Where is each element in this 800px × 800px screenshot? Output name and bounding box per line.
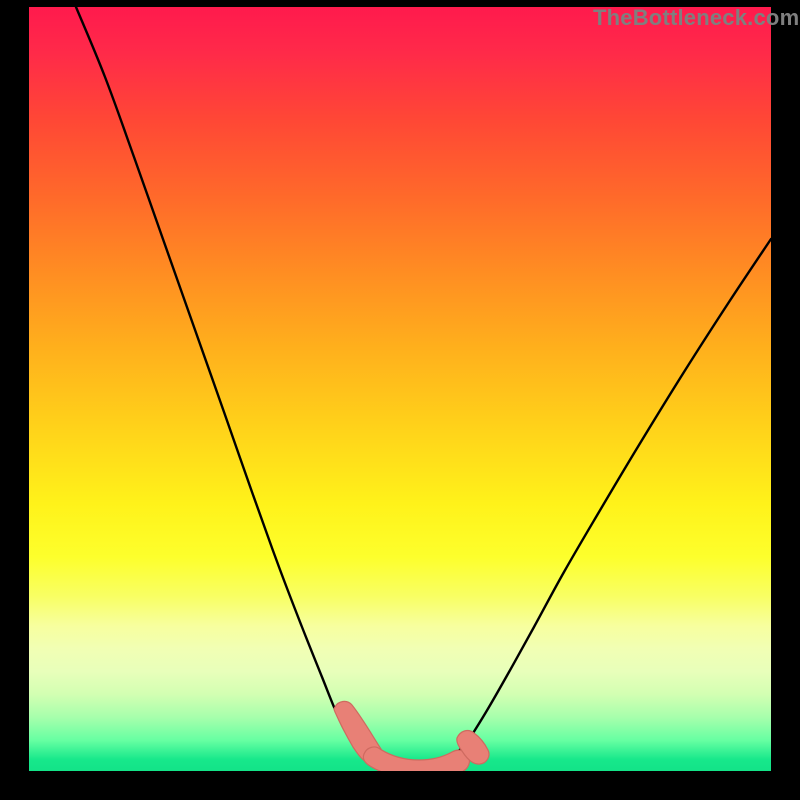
watermark-label: TheBottleneck.com	[593, 5, 799, 31]
gradient-background	[29, 7, 771, 771]
chart-frame: TheBottleneck.com	[0, 0, 800, 800]
chart-svg	[29, 7, 771, 771]
plot-area	[29, 7, 771, 771]
